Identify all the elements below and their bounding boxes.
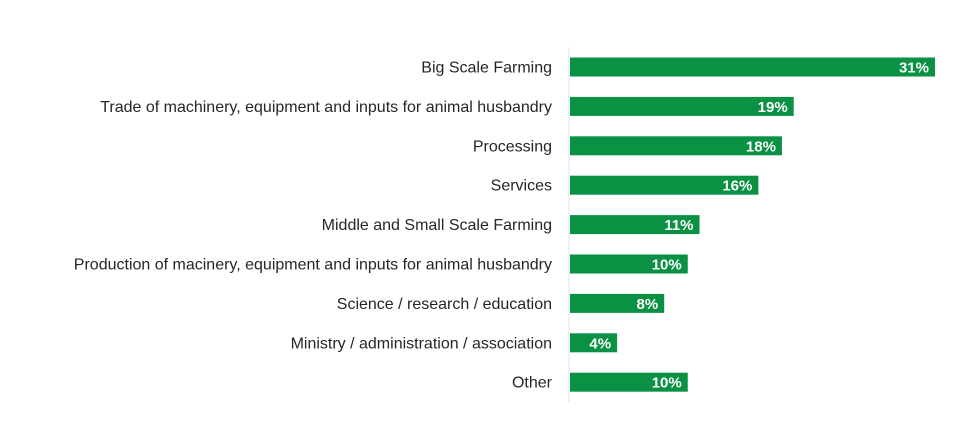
category-label: Science / research / education: [337, 296, 552, 313]
value-label: 31%: [899, 60, 929, 77]
category-label: Services: [491, 178, 552, 195]
category-label: Middle and Small Scale Farming: [322, 217, 552, 234]
value-label: 4%: [589, 335, 611, 352]
bar: [570, 293, 665, 313]
value-label: 19%: [758, 99, 788, 116]
value-label: 10%: [652, 375, 682, 392]
bar: [570, 175, 759, 195]
category-label: Processing: [473, 138, 552, 155]
value-label: 18%: [746, 138, 776, 155]
category-label: Production of macinery, equipment and in…: [74, 257, 552, 274]
bar: [570, 57, 935, 77]
category-label: Trade of machinery, equipment and inputs…: [100, 99, 552, 116]
bar: [570, 96, 794, 116]
bar: [570, 254, 688, 274]
category-label: Other: [512, 375, 553, 392]
value-label: 10%: [652, 257, 682, 274]
bar: [570, 372, 688, 392]
bar: [570, 215, 700, 235]
bar: [570, 136, 782, 156]
bar: [570, 333, 618, 353]
value-label: 11%: [664, 217, 693, 234]
value-label: 8%: [637, 296, 659, 313]
category-label: Big Scale Farming: [421, 60, 552, 77]
category-label: Ministry / administration / association: [291, 335, 552, 352]
value-label: 16%: [722, 178, 752, 195]
